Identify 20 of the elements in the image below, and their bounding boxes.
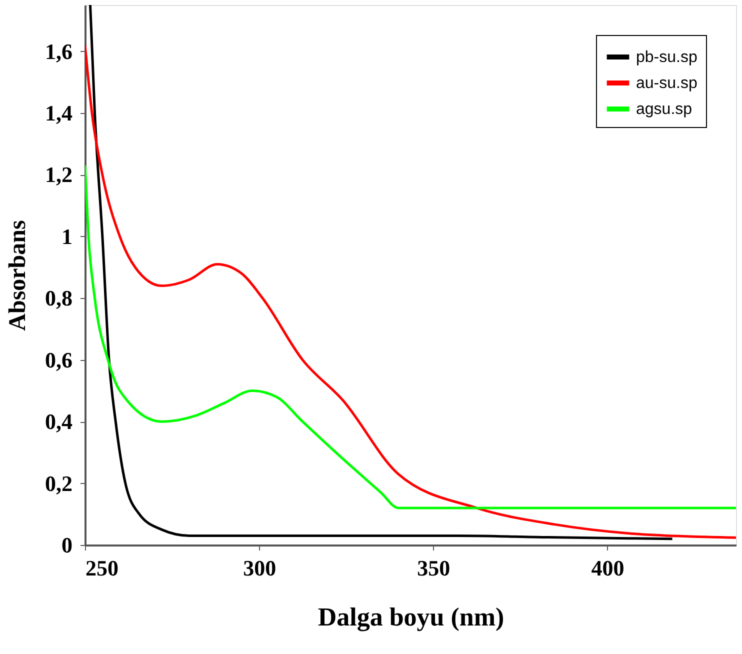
y-tick-label: 1,2 [45, 162, 72, 188]
x-axis-title: Dalga boyu (nm) [318, 602, 504, 632]
legend-label: pb-su.sp [636, 49, 698, 66]
y-tick-label: 0,8 [45, 286, 72, 311]
y-tick-label: 1,6 [45, 38, 72, 64]
line-series [85, 164, 736, 510]
x-tick-label: 400 [591, 556, 624, 580]
legend-label: agsu.sp [636, 101, 692, 118]
y-tick-label: 0 [62, 532, 72, 558]
y-tick-label: 1,4 [45, 100, 72, 126]
x-tick-label: 300 [243, 556, 276, 580]
x-tick-label: 250 [86, 556, 118, 580]
line-series [85, 44, 736, 539]
legend-label: au-su.sp [636, 75, 698, 92]
y-tick-label: 0,2 [45, 470, 72, 496]
y-tick-label: 1 [62, 224, 72, 249]
y-tick-label: 0,4 [45, 409, 72, 434]
y-tick-label: 0,6 [45, 347, 72, 372]
y-axis-title: Absorbans [5, 220, 31, 331]
x-tick-label: 350 [417, 556, 450, 580]
